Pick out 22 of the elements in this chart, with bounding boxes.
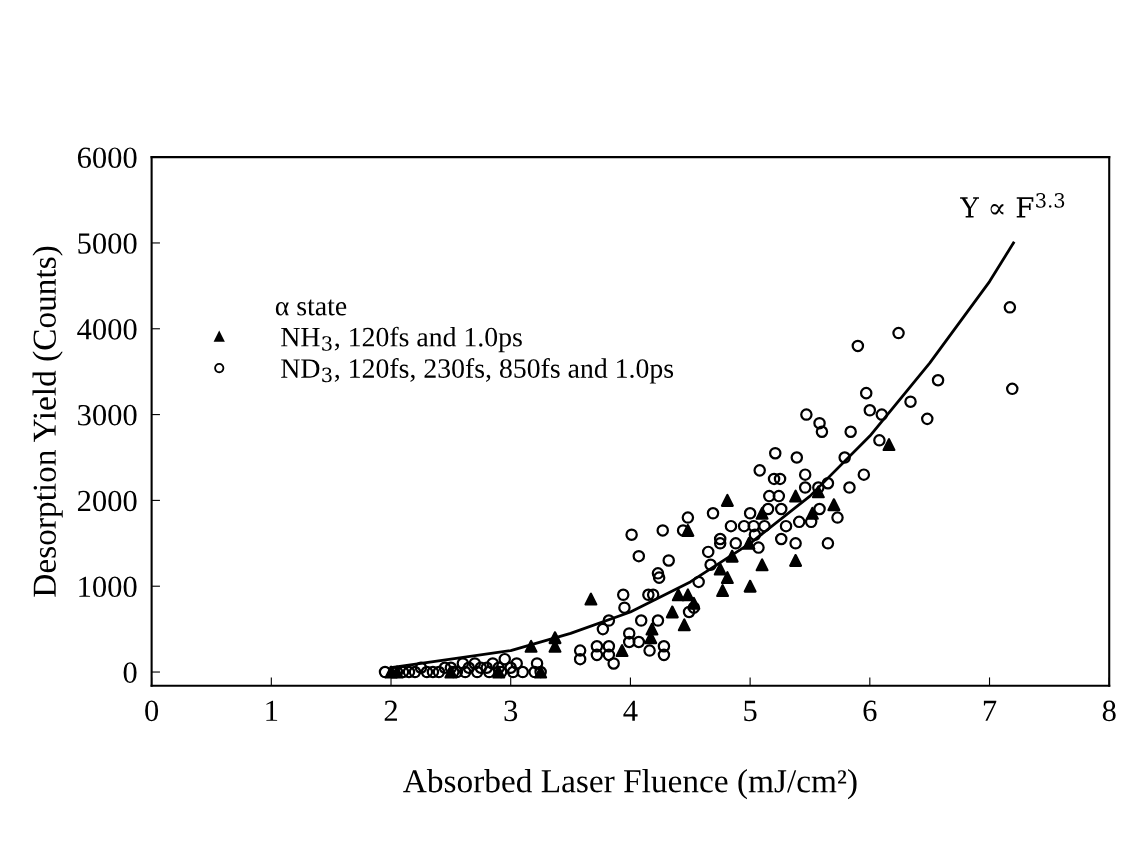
x-tick-label: 0 xyxy=(145,700,159,722)
legend-label: NH$_{3}$, 120fs and 1.0ps xyxy=(281,326,522,353)
y-tick-label: 3000 xyxy=(78,404,137,426)
legend-label: ND$_{3}$, 120fs, 230fs, 850fs and 1.0ps xyxy=(281,358,674,384)
y-axis-title: Desorption Yield (Counts) xyxy=(32,246,63,597)
y-tick-label: 5000 xyxy=(78,233,137,254)
x-tick-label: 7 xyxy=(983,700,997,721)
y-tick-label: 0 xyxy=(123,662,137,683)
annotation: Y ∝ F$^{3.3}$ xyxy=(960,193,1065,218)
x-tick-label: 6 xyxy=(863,700,877,722)
y-tick-label: 1000 xyxy=(79,576,137,598)
x-axis-title: Absorbed Laser Fluence (mJ/cm²) xyxy=(403,769,857,800)
x-tick-label: 1 xyxy=(266,700,278,721)
x-tick-label: 8 xyxy=(1102,700,1116,722)
x-tick-label: 4 xyxy=(623,700,638,721)
y-tick-label: 4000 xyxy=(77,319,137,340)
x-tick-label: 3 xyxy=(504,700,518,722)
x-tick-label: 2 xyxy=(384,700,397,721)
y-tick-label: 2000 xyxy=(77,490,137,512)
y-tick-label: 6000 xyxy=(77,147,137,169)
x-tick-label: 5 xyxy=(744,700,757,722)
legend-title: α state xyxy=(275,299,347,316)
